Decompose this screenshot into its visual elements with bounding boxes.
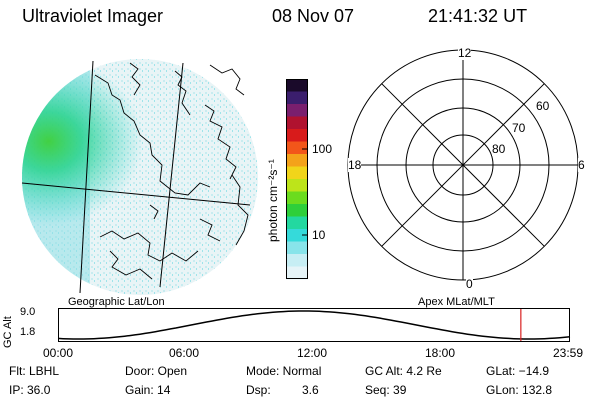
- colorbar-band: [286, 204, 308, 217]
- timeline-ylabel: GC Alt: [2, 316, 14, 348]
- colorbar-band: [286, 154, 308, 167]
- colorbar-band: [286, 91, 308, 105]
- uv-image-geographic: [21, 59, 258, 295]
- mode-info: Mode: Normal: [246, 364, 322, 378]
- gain-info: Gain: 14: [125, 383, 171, 397]
- dsp-label: Dsp:: [246, 383, 271, 397]
- observation-time: 21:41:32 UT: [428, 6, 528, 26]
- dsp-value: 3.6: [302, 383, 319, 397]
- timeline-ytick-9: 9.0: [20, 306, 36, 318]
- polar-grid: [347, 49, 579, 281]
- gc-alt-info: GC Alt: 4.2 Re: [365, 364, 442, 378]
- glat-info: GLat: −14.9: [486, 364, 550, 378]
- colorbar-band: [286, 166, 308, 180]
- apex-panel-label: Apex MLat/MLT: [418, 296, 495, 308]
- timeline-xtick-0: 00:00: [43, 346, 74, 360]
- door-info: Door: Open: [125, 364, 188, 378]
- instrument-title: Ultraviolet Imager: [22, 6, 164, 26]
- timeline-xtick-4: 23:59: [553, 346, 584, 360]
- colorbar-band: [286, 141, 308, 155]
- colorbar-band: [286, 241, 308, 255]
- mlat-label-80: 80: [492, 142, 506, 156]
- colorbar-label: photon cm⁻²s⁻¹: [266, 159, 280, 242]
- glon-info: GLon: 132.8: [486, 383, 553, 397]
- mlat-label-70: 70: [512, 121, 526, 135]
- mlt-label-18: 18: [348, 158, 362, 172]
- colorbar-band: [286, 79, 308, 92]
- timeline-xtick-2: 12:00: [297, 346, 328, 360]
- colorbar-band: [286, 116, 308, 130]
- seq-info: Seq: 39: [365, 383, 407, 397]
- mlt-label-6: 6: [578, 158, 585, 172]
- colorbar-band: [286, 191, 308, 205]
- colorbar-band: [286, 254, 308, 267]
- geo-panel-label: Geographic Lat/Lon: [68, 296, 165, 308]
- observation-date: 08 Nov 07: [272, 6, 355, 26]
- colorbar-tick-100: 100: [312, 142, 333, 156]
- colorbar-band: [286, 216, 308, 230]
- colorbar-band: [286, 229, 308, 242]
- colorbar-tick-10: 10: [312, 228, 326, 242]
- timeline-xtick-3: 18:00: [425, 346, 456, 360]
- filter-info: Flt: LBHL: [9, 364, 60, 378]
- colorbar-band: [286, 104, 308, 117]
- mlt-label-0: 0: [466, 277, 473, 291]
- uv-disk: [22, 59, 258, 295]
- ip-info: IP: 36.0: [9, 383, 51, 397]
- altitude-timeline: [57, 308, 571, 342]
- colorbar-band: [286, 266, 308, 280]
- mlat-label-60: 60: [536, 99, 550, 113]
- mlt-label-12: 12: [458, 46, 472, 60]
- colorbar-band: [286, 179, 308, 192]
- geo-grid: [21, 60, 251, 294]
- colorbar-band: [286, 129, 308, 142]
- coastlines: [94, 62, 249, 280]
- timeline-ytick-1.8: 1.8: [20, 326, 36, 338]
- colorbar: [286, 79, 308, 280]
- timeline-xtick-1: 06:00: [169, 346, 200, 360]
